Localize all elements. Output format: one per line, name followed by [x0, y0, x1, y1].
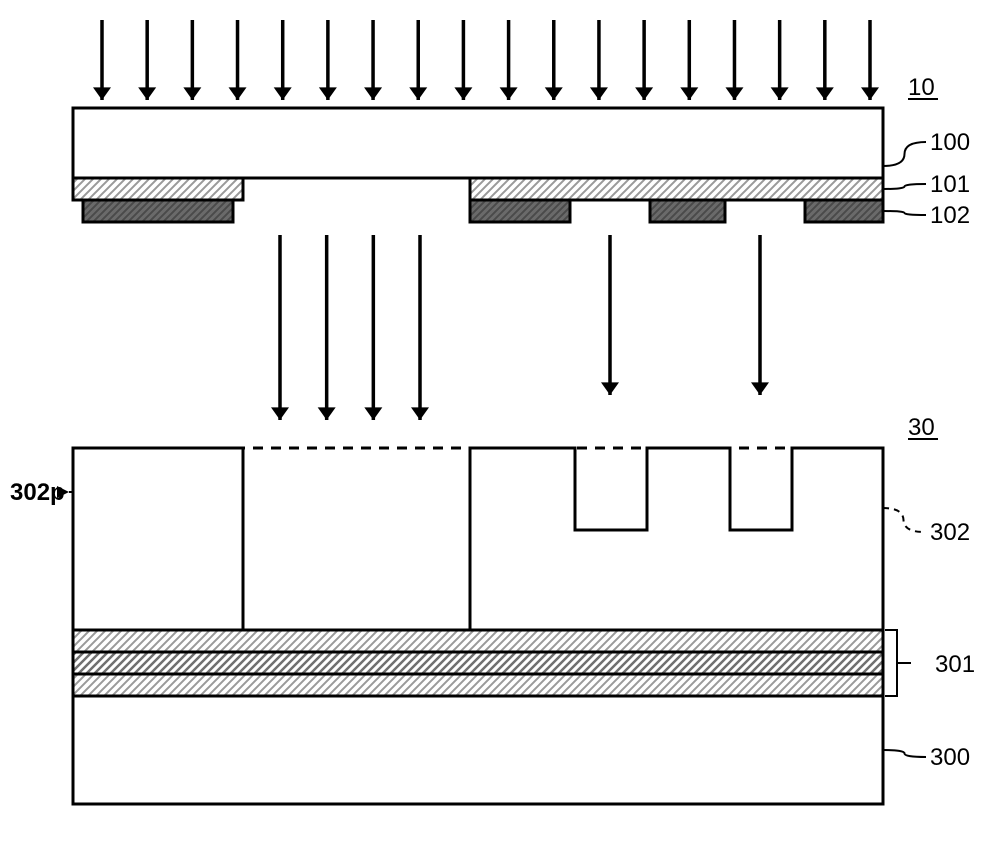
label-102: 102 — [930, 202, 970, 229]
transmitted-arrows — [271, 235, 769, 420]
incident-arrows-top — [93, 20, 879, 100]
target-stack-30 — [73, 448, 883, 804]
label-300: 300 — [930, 744, 970, 771]
label-101: 101 — [930, 171, 970, 198]
label-30: 30 — [908, 414, 935, 441]
label-10: 10 — [908, 74, 935, 101]
label-302p: 302p — [10, 479, 65, 506]
label-100: 100 — [930, 129, 970, 156]
mask-stack-10 — [73, 108, 883, 222]
label-302: 302 — [930, 519, 970, 546]
diagram-canvas: 10 100 101 102 30 302p 302 301 300 — [0, 0, 1000, 844]
label-301: 301 — [935, 651, 975, 678]
